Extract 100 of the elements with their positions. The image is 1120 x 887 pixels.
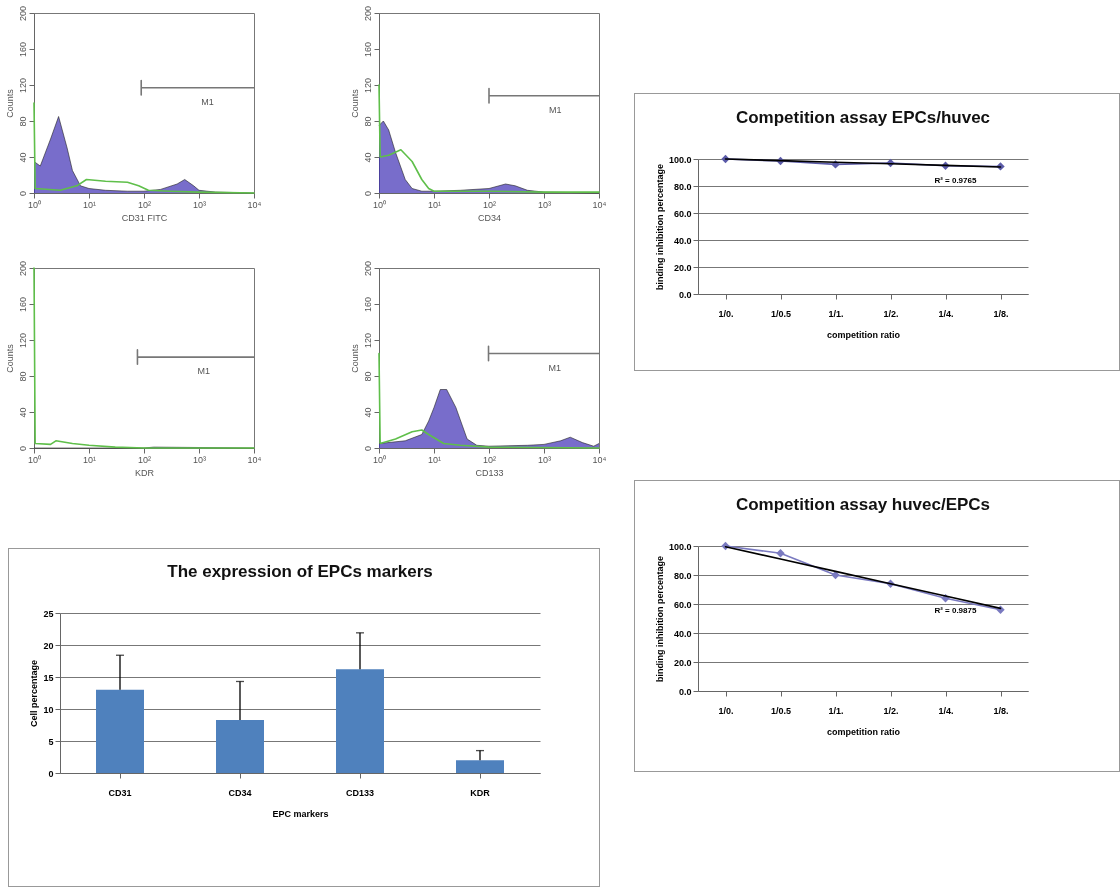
- y-tick-label: 40.0: [673, 628, 692, 639]
- x-tick-label: KDR: [470, 787, 491, 798]
- y-tick-label: 80: [17, 371, 28, 382]
- y-tick-label: 40.0: [673, 235, 692, 246]
- x-tick-label: CD31: [108, 787, 132, 798]
- y-tick-label: 40: [17, 407, 28, 418]
- x-tick-label: 1/8.: [993, 705, 1009, 716]
- y-tick-label: 0: [362, 445, 373, 452]
- y-axis-title: Counts: [4, 343, 15, 373]
- y-tick-label: 0: [48, 768, 54, 779]
- y-tick-label: 160: [17, 41, 28, 58]
- x-tick-label: 1/0.: [718, 705, 734, 716]
- x-axis-title: CD133: [475, 467, 504, 478]
- x-tick-label: 10¹: [82, 454, 97, 465]
- y-tick-label: 200: [362, 260, 373, 277]
- y-tick-label: 0.0: [678, 289, 692, 300]
- y-tick-label: 80: [17, 116, 28, 127]
- y-tick-label: 160: [362, 296, 373, 313]
- x-tick-label: 1/2.: [883, 308, 899, 319]
- x-tick-label: 1/0.5: [770, 705, 792, 716]
- x-tick-label: 1/4.: [938, 308, 954, 319]
- x-tick-label: CD34: [228, 787, 252, 798]
- x-tick-label: 1/1.: [828, 308, 844, 319]
- y-axis-title: Counts: [4, 88, 15, 118]
- x-tick-label: 10³: [537, 199, 552, 210]
- x-tick-label: 10⁰: [27, 454, 42, 465]
- x-tick-label: 1/1.: [828, 705, 844, 716]
- x-tick-label: 10³: [192, 454, 207, 465]
- y-tick-label: 200: [17, 260, 28, 277]
- y-tick-label: 120: [17, 332, 28, 349]
- x-tick-label: 10⁰: [27, 199, 42, 210]
- x-axis-title: CD31 FITC: [121, 212, 168, 223]
- x-axis-title: competition ratio: [826, 329, 901, 340]
- x-axis-title: competition ratio: [826, 726, 901, 737]
- y-tick-label: 80.0: [673, 570, 692, 581]
- y-tick-label: 80.0: [673, 181, 692, 192]
- y-tick-label: 0: [362, 190, 373, 197]
- y-tick-label: 25: [43, 608, 54, 619]
- x-tick-label: 10⁴: [247, 199, 262, 210]
- y-axis-title: binding inhibition percentage: [654, 164, 665, 290]
- x-tick-label: 1/0.: [718, 308, 734, 319]
- y-axis-title: Counts: [349, 343, 360, 373]
- y-tick-label: 0: [17, 445, 28, 452]
- y-tick-label: 100.0: [668, 154, 692, 165]
- y-tick-label: 60.0: [673, 208, 692, 219]
- x-axis-title: CD34: [477, 212, 502, 223]
- y-tick-label: 60.0: [673, 599, 692, 610]
- series-label: M1: [201, 96, 214, 107]
- x-tick-label: 10³: [192, 199, 207, 210]
- y-tick-label: 80: [362, 116, 373, 127]
- y-tick-label: 200: [17, 5, 28, 22]
- x-tick-label: 10²: [137, 454, 152, 465]
- y-tick-label: 15: [43, 672, 54, 683]
- x-axis-title: EPC markers: [272, 808, 329, 819]
- x-tick-label: 10⁴: [592, 454, 607, 465]
- x-tick-label: 10²: [137, 199, 152, 210]
- y-tick-label: 20.0: [673, 657, 692, 668]
- y-tick-label: 100.0: [668, 541, 692, 552]
- y-tick-label: 5: [48, 736, 54, 747]
- annotation: R² = 0.9765: [934, 175, 977, 185]
- x-tick-label: 10¹: [427, 199, 442, 210]
- y-tick-label: 80: [362, 371, 373, 382]
- x-axis-title: KDR: [134, 467, 155, 478]
- x-tick-label: 1/4.: [938, 705, 954, 716]
- y-axis-title: binding inhibition percentage: [654, 556, 665, 682]
- x-tick-label: 10⁴: [247, 454, 262, 465]
- y-tick-label: 160: [362, 41, 373, 58]
- y-tick-label: 120: [362, 332, 373, 349]
- chart-title: Competition assay huvec/EPCs: [735, 494, 991, 514]
- x-tick-label: 10²: [482, 454, 497, 465]
- series-label: M1: [548, 362, 562, 373]
- y-tick-label: 40: [17, 152, 28, 163]
- y-tick-label: 0: [17, 190, 28, 197]
- x-tick-label: 10⁴: [592, 199, 607, 210]
- x-tick-label: 10⁰: [372, 199, 387, 210]
- x-tick-label: 10²: [482, 199, 497, 210]
- x-tick-label: 10¹: [427, 454, 442, 465]
- x-tick-label: 1/0.5: [770, 308, 792, 319]
- y-tick-label: 0.0: [678, 686, 692, 697]
- chart-title: The expression of EPCs markers: [167, 562, 433, 581]
- x-tick-label: 1/8.: [993, 308, 1009, 319]
- x-tick-label: 10⁰: [372, 454, 387, 465]
- y-tick-label: 10: [43, 704, 54, 715]
- y-axis-title: Cell percentage: [29, 659, 40, 728]
- series-label: M1: [197, 366, 210, 377]
- x-tick-label: 10³: [537, 454, 552, 465]
- chart-title: Competition assay EPCs/huvec: [735, 107, 991, 127]
- y-tick-label: 40: [362, 152, 373, 163]
- y-tick-label: 20.0: [673, 262, 692, 273]
- y-axis-title: Counts: [349, 88, 360, 118]
- series-label: M1: [549, 104, 562, 115]
- x-tick-label: CD133: [345, 787, 375, 798]
- y-tick-label: 120: [362, 77, 373, 94]
- y-tick-label: 200: [362, 5, 373, 22]
- y-tick-label: 20: [43, 640, 54, 651]
- annotation: R² = 0.9875: [934, 606, 977, 616]
- y-tick-label: 40: [362, 407, 373, 418]
- y-tick-label: 120: [17, 77, 28, 94]
- x-tick-label: 10¹: [82, 199, 97, 210]
- x-tick-label: 1/2.: [883, 705, 899, 716]
